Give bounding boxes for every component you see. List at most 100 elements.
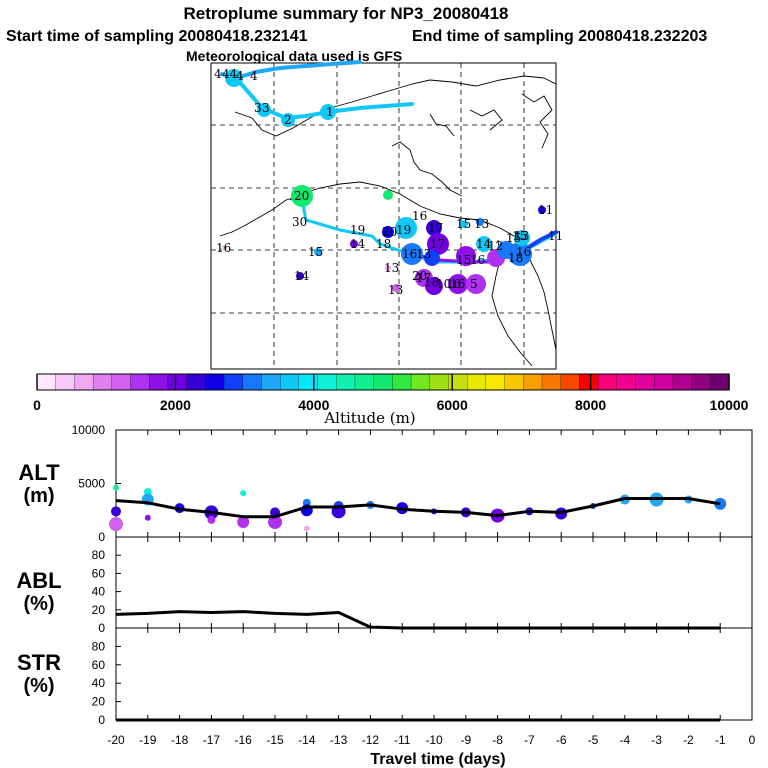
colorbar-cell bbox=[635, 373, 655, 391]
series-line bbox=[115, 610, 721, 630]
alt-point bbox=[109, 517, 123, 532]
map-point-label: 18 bbox=[508, 251, 523, 265]
map-point-label: 15 bbox=[512, 229, 527, 243]
map-point-label: 17 bbox=[430, 237, 445, 251]
map-marker bbox=[281, 113, 295, 127]
colorbar-cell bbox=[523, 373, 543, 391]
map-point-label: 17 bbox=[428, 221, 443, 235]
colorbar-tick-label: 6000 bbox=[437, 397, 468, 413]
met-data: Meteorological data used is GFS bbox=[186, 48, 402, 64]
x-tick-label: -2 bbox=[683, 733, 694, 747]
x-tick-label: -10 bbox=[425, 733, 443, 747]
alt-point bbox=[268, 515, 282, 530]
map-marker bbox=[221, 245, 227, 251]
colorbar-cell bbox=[261, 373, 281, 391]
colorbar-tick-label: 2000 bbox=[160, 397, 191, 413]
map-marker bbox=[476, 236, 492, 252]
map-point-label: 13 bbox=[388, 283, 403, 297]
colorbar-cell bbox=[429, 373, 450, 391]
colorbar-cell bbox=[672, 373, 693, 391]
map-point-label: 3 bbox=[254, 101, 262, 115]
map-point-label: 11 bbox=[548, 229, 563, 243]
colorbar-cell bbox=[149, 373, 169, 391]
map-point-label: 16 bbox=[470, 253, 485, 267]
alt-point bbox=[144, 514, 151, 521]
colorbar-cell bbox=[74, 373, 94, 391]
altitude-colorbar: 0 2000 4000 6000 8000 10000 Altitude (m) bbox=[33, 373, 749, 427]
map-marker bbox=[296, 272, 304, 280]
panel-frame bbox=[115, 627, 753, 721]
map-marker bbox=[382, 226, 394, 238]
x-tick-label: -12 bbox=[362, 733, 380, 747]
x-tick-label: -18 bbox=[171, 733, 189, 747]
map-point-label: 13 bbox=[384, 261, 399, 275]
start-time: Start time of sampling 20080418.232141 bbox=[6, 28, 308, 45]
colorbar-tick-label: 4000 bbox=[298, 397, 329, 413]
map-marker bbox=[538, 206, 546, 214]
map-point-label: 16 bbox=[412, 209, 427, 223]
map-marker bbox=[350, 240, 358, 248]
colorbar-tick-label: 0 bbox=[33, 397, 41, 413]
map-point-label: 11 bbox=[538, 203, 553, 217]
colorbar-cell bbox=[242, 373, 263, 391]
map-marker bbox=[385, 265, 391, 271]
map-marker bbox=[508, 242, 532, 266]
map-marker bbox=[424, 250, 440, 266]
colorbar-cell bbox=[392, 373, 412, 391]
colorbar-cell bbox=[92, 373, 113, 391]
alt-point bbox=[240, 490, 247, 497]
map-point-label: 10 bbox=[446, 277, 461, 291]
map-marker bbox=[448, 274, 468, 294]
map-point-label: 14 bbox=[476, 237, 492, 251]
map-point-label: 14 bbox=[350, 237, 366, 251]
map-point-label: 15 bbox=[456, 253, 471, 267]
colorbar-tick-label: 10000 bbox=[710, 397, 749, 413]
colorbar-cell bbox=[691, 373, 711, 391]
colorbar-cell bbox=[410, 373, 431, 391]
colorbar-cell bbox=[336, 373, 356, 391]
x-tick-label: -5 bbox=[588, 733, 599, 747]
map-marker bbox=[460, 220, 468, 228]
x-tick-label: -8 bbox=[492, 733, 503, 747]
panel-frame bbox=[115, 536, 753, 629]
colorbar-cell bbox=[541, 373, 562, 391]
series-line bbox=[115, 497, 721, 519]
colorbar-cell bbox=[36, 373, 57, 391]
map-marker bbox=[401, 243, 423, 265]
colorbar-cell bbox=[448, 373, 468, 391]
map-point-label: 15 bbox=[308, 245, 323, 259]
map-marker bbox=[320, 104, 336, 120]
colorbar-cell bbox=[167, 373, 188, 391]
map-marker bbox=[427, 233, 449, 255]
x-tick-label: -6 bbox=[556, 733, 567, 747]
map-point-label: 15 bbox=[456, 217, 471, 231]
alt-point bbox=[714, 497, 727, 510]
colorbar-cell bbox=[467, 373, 487, 391]
map-point-label: 15 bbox=[506, 231, 521, 245]
map-point-label: 19 bbox=[396, 223, 411, 237]
map-marker bbox=[476, 218, 484, 226]
map-marker bbox=[514, 230, 530, 246]
x-tick-label: -15 bbox=[266, 733, 284, 747]
map-point-label: 14 bbox=[294, 269, 310, 283]
y-tick-label: 0 bbox=[98, 713, 105, 727]
alt-point bbox=[303, 525, 310, 532]
map-marker bbox=[456, 246, 476, 266]
y-tick-label: 10000 bbox=[72, 423, 106, 437]
map-marker bbox=[395, 217, 417, 239]
map-point-label: 3 bbox=[262, 101, 270, 115]
y-tick-label: 0 bbox=[98, 621, 105, 635]
y-tick-label: 80 bbox=[92, 639, 106, 653]
time-series-panels: 1000050000ALT(m)020406080ABL(%)020406080… bbox=[16, 423, 755, 768]
map-point-label: 10 bbox=[436, 277, 451, 291]
colorbar-cell bbox=[317, 373, 337, 391]
map-gridlines bbox=[211, 63, 556, 369]
x-tick-label: -11 bbox=[394, 733, 411, 747]
map-marker bbox=[392, 284, 400, 292]
map-point-label: 4 bbox=[250, 69, 258, 83]
map-point-label: 17 bbox=[416, 271, 431, 285]
y-tick-label: 5000 bbox=[78, 477, 105, 491]
colorbar-cell bbox=[579, 373, 599, 391]
map-point-label: 5 bbox=[470, 277, 478, 291]
